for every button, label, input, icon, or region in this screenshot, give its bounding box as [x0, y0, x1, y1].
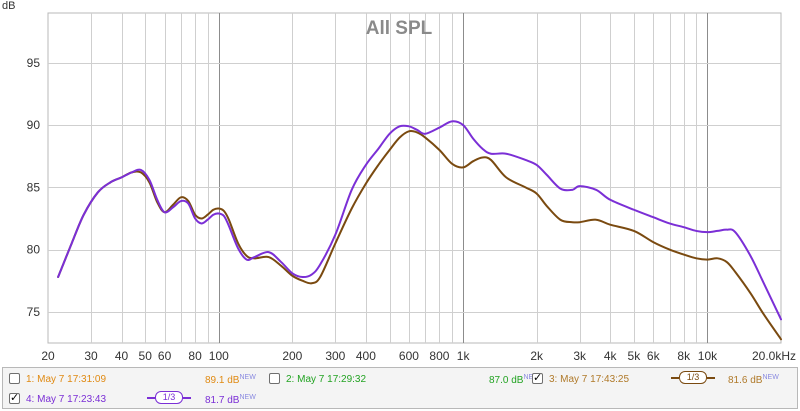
x-tick-label: 60 [158, 349, 172, 363]
legend-label-2: 2: May 7 17:29:32 [286, 374, 367, 385]
x-tick-label: 80 [188, 349, 202, 363]
smoothing-badge-3[interactable]: 1/3 [671, 371, 715, 384]
x-tick-label: 10k [698, 349, 718, 363]
x-tick-label: 5k [628, 349, 642, 363]
x-tick-label: 600 [399, 349, 419, 363]
x-tick-label: 6k [647, 349, 661, 363]
legend-item-2[interactable]: 2: May 7 17:29:32 87.0 dBNEW [269, 370, 540, 388]
chart-area: 20 30 40 50 60 80 100 200 300 400 600 800 1k 2k 3k 4k 5k… [2, 0, 796, 363]
x-tick-label: 20.0kHz [752, 349, 796, 363]
x-tick-label: 50 [139, 349, 153, 363]
legend-item-4[interactable]: ✓ 4: May 7 17:23:43 1/3 81.7 dBNEW [9, 390, 269, 408]
x-tick-label: 800 [429, 349, 449, 363]
y-tick-label: 90 [27, 118, 41, 132]
legend-checkbox-2[interactable] [269, 373, 280, 384]
y-tick-label: 85 [27, 180, 41, 194]
x-tick-label: 300 [325, 349, 345, 363]
x-tick-label: 4k [604, 349, 618, 363]
legend-value-1: 89.1 dBNEW [205, 374, 256, 386]
legend-label-4: 4: May 7 17:23:43 [26, 394, 107, 405]
y-tick-label: 95 [27, 56, 41, 70]
smoothing-badge-4[interactable]: 1/3 [147, 391, 191, 404]
x-tick-label: 400 [356, 349, 376, 363]
chart-title: All SPL [366, 18, 433, 39]
y-tick-label: 80 [27, 243, 41, 257]
x-tick-label: 20 [41, 349, 55, 363]
y-axis-label: dB [2, 0, 15, 12]
tick-labels: 20 30 40 50 60 80 100 200 300 400 600 800 1k 2k 3k 4k 5k… [27, 56, 796, 363]
x-tick-label: 100 [209, 349, 229, 363]
x-tick-label: 3k [573, 349, 587, 363]
series-line-3[interactable] [57, 130, 782, 341]
legend-item-3[interactable]: ✓ 3: May 7 17:43:25 1/3 81.6 dBNEW [532, 370, 796, 388]
plot-frame [47, 12, 782, 344]
x-tick-label: 2k [530, 349, 544, 363]
legend-value-4: 81.7 dBNEW [205, 394, 256, 406]
series-lines[interactable] [57, 120, 782, 341]
legend-value-3: 81.6 dBNEW [728, 374, 779, 386]
x-tick-label: 40 [115, 349, 129, 363]
legend-checkbox-4[interactable]: ✓ [9, 392, 20, 404]
legend-label-3: 3: May 7 17:43:25 [549, 374, 630, 385]
y-tick-label: 75 [27, 305, 41, 319]
x-tick-label: 1k [457, 349, 471, 363]
grid [48, 13, 781, 343]
x-tick-label: 200 [282, 349, 302, 363]
legend-label-1: 1: May 7 17:31:09 [26, 374, 107, 385]
legend: 1: May 7 17:31:09 89.1 dBNEW 2: May 7 17… [2, 367, 798, 409]
legend-checkbox-1[interactable] [9, 373, 20, 384]
x-tick-label: 8k [677, 349, 691, 363]
legend-value-2: 87.0 dBNEW [489, 374, 540, 386]
series-line-4[interactable] [57, 120, 782, 321]
x-tick-label: 30 [84, 349, 98, 363]
legend-item-1[interactable]: 1: May 7 17:31:09 89.1 dBNEW [9, 370, 269, 388]
legend-checkbox-3[interactable]: ✓ [532, 372, 543, 384]
